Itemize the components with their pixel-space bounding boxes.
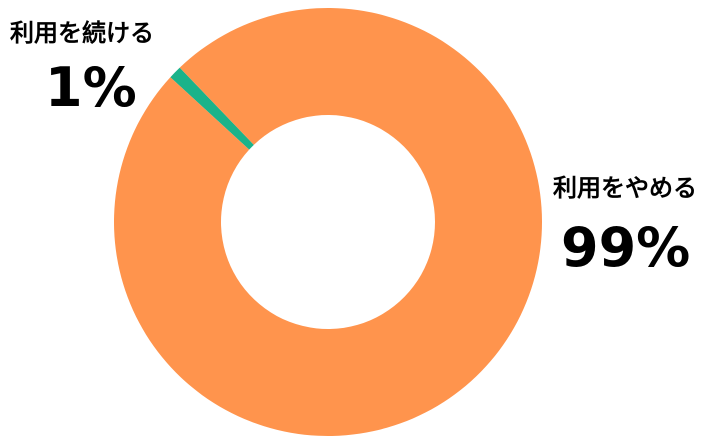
slice-label-quit: 利用をやめる bbox=[553, 174, 697, 202]
slice-continue bbox=[170, 67, 254, 150]
slice-value-continue: 1% bbox=[45, 56, 137, 119]
slice-value-quit: 99% bbox=[561, 216, 690, 279]
slice-quit bbox=[114, 7, 543, 436]
slice-label-continue: 利用を続ける bbox=[10, 19, 154, 47]
donut-slices bbox=[114, 7, 543, 436]
